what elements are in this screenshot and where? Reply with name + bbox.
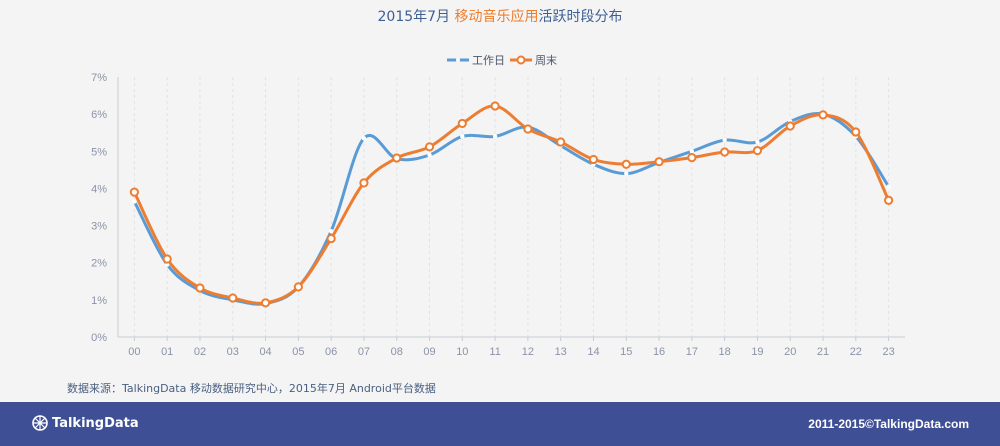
x-tick-label: 23 — [882, 346, 894, 358]
data-point-workday — [492, 134, 498, 139]
data-point-weekend — [392, 153, 402, 163]
data-point-weekend — [556, 137, 566, 147]
x-tick-label: 20 — [784, 346, 796, 358]
y-tick-label: 5% — [91, 146, 107, 158]
x-tick-label: 12 — [522, 346, 534, 358]
x-tick-label: 01 — [161, 346, 173, 358]
x-tick-label: 11 — [489, 346, 500, 358]
chart-title: 2015年7月 移动音乐应用活跃时段分布 — [0, 6, 1000, 26]
data-point-workday — [132, 199, 137, 204]
x-tick-label: 14 — [587, 346, 599, 358]
legend-label: 工作日 — [472, 54, 505, 67]
title-suffix: 活跃时段分布 — [538, 9, 623, 25]
series-line-weekend — [133, 104, 890, 305]
data-point-weekend — [752, 145, 763, 156]
data-point-weekend — [129, 187, 139, 197]
data-point-weekend — [588, 154, 599, 165]
line-chart: 0% 1% 2% 3% 4% 5% 6% 7% 00 01 02 03 04 05 06 07 08 09 10 11… — [91, 53, 905, 358]
x-tick-label: 17 — [686, 346, 698, 358]
x-tick-label: 15 — [620, 346, 632, 358]
data-point-weekend — [523, 124, 533, 134]
y-tick-label: 2% — [91, 258, 107, 270]
y-tick-label: 3% — [91, 221, 107, 233]
legend-marker-workday — [456, 58, 460, 62]
data-point-weekend — [326, 233, 336, 244]
data-point-workday — [886, 184, 891, 189]
y-tick-label: 0% — [91, 332, 107, 344]
x-tick-label: 00 — [128, 346, 140, 358]
data-point-weekend — [260, 298, 271, 308]
data-point-weekend — [785, 121, 795, 131]
data-point-weekend — [162, 254, 172, 264]
data-point-weekend — [654, 157, 664, 167]
data-point-weekend — [490, 101, 500, 111]
x-tick-label: 19 — [751, 346, 763, 358]
data-point-workday — [427, 152, 432, 158]
brand-logo: TalkingData — [32, 415, 139, 431]
y-tick-label: 6% — [91, 109, 107, 121]
brand-name: TalkingData — [52, 415, 139, 431]
data-point-weekend — [818, 110, 828, 120]
data-point-weekend — [359, 178, 369, 188]
data-point-weekend — [621, 159, 631, 169]
data-point-workday — [722, 137, 727, 143]
y-tick-label: 7% — [91, 72, 107, 84]
data-point-workday — [164, 262, 170, 267]
x-tick-label: 10 — [456, 346, 468, 358]
data-point-workday — [624, 171, 629, 176]
x-tick-label: 18 — [719, 346, 731, 358]
title-prefix: 2015年7月 — [377, 9, 455, 25]
talkingdata-logo-icon — [32, 415, 48, 431]
data-point-workday — [361, 136, 367, 141]
data-point-workday — [328, 228, 334, 234]
x-tick-label: 03 — [227, 346, 239, 358]
y-tick-label: 4% — [91, 183, 107, 195]
x-tick-label: 04 — [259, 346, 271, 358]
data-point-workday — [689, 149, 695, 154]
data-point-weekend — [457, 118, 467, 129]
series-line-workday — [133, 112, 890, 306]
data-point-weekend — [720, 147, 730, 157]
data-point-workday — [460, 134, 465, 139]
x-tick-label: 05 — [292, 346, 304, 358]
x-tick-label: 07 — [358, 346, 370, 358]
data-point-weekend — [293, 282, 303, 292]
copyright-text: 2011-2015©TalkingData.com — [808, 417, 969, 431]
data-point-weekend — [424, 142, 435, 152]
x-tick-label: 21 — [817, 346, 829, 358]
data-source-note: 数据来源：TalkingData 移动数据研究中心，2015年7月 Androi… — [67, 382, 436, 395]
x-tick-label: 13 — [555, 346, 567, 358]
x-tick-label: 16 — [653, 346, 665, 358]
x-tick-label: 09 — [423, 346, 435, 358]
data-point-weekend — [851, 127, 861, 137]
x-tick-label: 22 — [850, 346, 862, 358]
data-point-weekend — [228, 293, 238, 303]
data-point-workday — [755, 139, 760, 145]
x-tick-label: 08 — [391, 346, 403, 358]
data-point-weekend — [884, 195, 894, 205]
legend-marker-weekend — [516, 55, 526, 65]
footer-bar: TalkingData 2011-2015©TalkingData.com — [0, 402, 1000, 446]
x-tick-label: 06 — [325, 346, 337, 358]
title-highlight: 移动音乐应用 — [454, 9, 539, 25]
y-tick-label: 1% — [91, 295, 107, 307]
data-point-weekend — [687, 153, 697, 163]
x-tick-label: 02 — [194, 346, 206, 358]
data-point-weekend — [195, 283, 205, 293]
legend-label: 周末 — [535, 53, 557, 67]
